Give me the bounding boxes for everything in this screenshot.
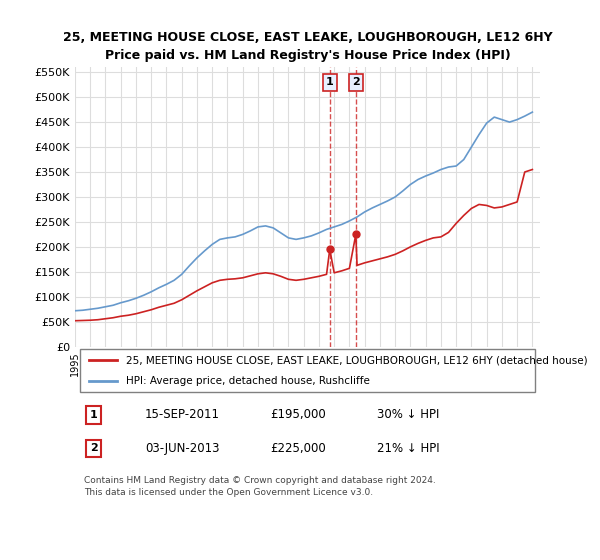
Text: 03-JUN-2013: 03-JUN-2013	[145, 442, 219, 455]
Text: Contains HM Land Registry data © Crown copyright and database right 2024.
This d: Contains HM Land Registry data © Crown c…	[84, 476, 436, 497]
Text: 25, MEETING HOUSE CLOSE, EAST LEAKE, LOUGHBOROUGH, LE12 6HY (detached house): 25, MEETING HOUSE CLOSE, EAST LEAKE, LOU…	[126, 355, 588, 365]
Title: 25, MEETING HOUSE CLOSE, EAST LEAKE, LOUGHBOROUGH, LE12 6HY
Price paid vs. HM La: 25, MEETING HOUSE CLOSE, EAST LEAKE, LOU…	[62, 31, 553, 62]
Text: 1: 1	[326, 77, 334, 87]
Text: 2: 2	[90, 444, 97, 454]
Text: 2: 2	[352, 77, 360, 87]
Text: HPI: Average price, detached house, Rushcliffe: HPI: Average price, detached house, Rush…	[126, 376, 370, 386]
Text: 15-SEP-2011: 15-SEP-2011	[145, 408, 220, 421]
Text: 30% ↓ HPI: 30% ↓ HPI	[377, 408, 440, 421]
FancyBboxPatch shape	[80, 349, 535, 392]
Text: £195,000: £195,000	[270, 408, 326, 421]
Text: £225,000: £225,000	[270, 442, 326, 455]
Text: 21% ↓ HPI: 21% ↓ HPI	[377, 442, 440, 455]
Text: 1: 1	[90, 410, 97, 419]
